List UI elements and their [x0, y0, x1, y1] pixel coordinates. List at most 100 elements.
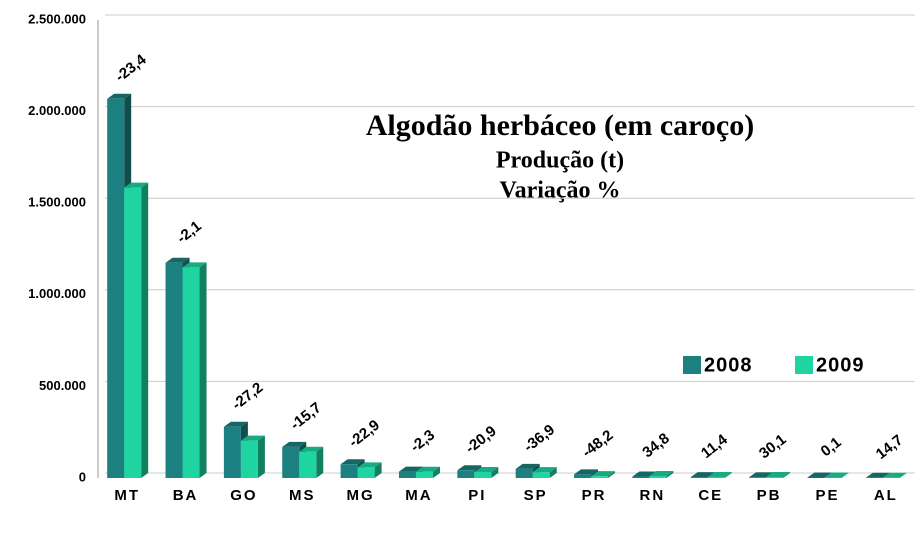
- bar-top: [690, 472, 715, 478]
- y-tick-label: 0: [79, 469, 86, 484]
- x-tick-label: MA: [405, 487, 432, 504]
- variation-label: -36,9: [521, 421, 558, 455]
- x-tick-label: RN: [640, 487, 666, 504]
- bar: [807, 477, 825, 478]
- legend-swatch: [795, 356, 813, 374]
- y-tick-label: 2.500.000: [28, 11, 86, 26]
- variation-label: 30,1: [756, 431, 789, 462]
- bar-top: [865, 472, 890, 478]
- x-tick-label: PR: [582, 487, 607, 504]
- bar: [824, 477, 842, 478]
- bar: [357, 467, 375, 478]
- variation-label: -15,7: [287, 399, 324, 433]
- legend-label: 2009: [816, 354, 865, 376]
- x-tick-label: PB: [757, 487, 782, 504]
- x-tick-label: PI: [468, 487, 486, 504]
- bar-top: [882, 472, 907, 478]
- bar: [574, 474, 592, 478]
- x-tick-label: PE: [815, 487, 839, 504]
- variation-label: -48,2: [579, 427, 616, 461]
- chart-annotation: Variação %: [499, 178, 620, 204]
- variation-label: -2,1: [174, 218, 205, 247]
- bar: [632, 476, 650, 478]
- bar-top: [415, 466, 440, 472]
- bar-top: [340, 459, 365, 465]
- bar: [415, 471, 433, 478]
- x-tick-label: MT: [114, 487, 140, 504]
- bar-side: [841, 472, 849, 478]
- bar-side: [374, 462, 382, 478]
- variation-label: 0,1: [818, 434, 845, 460]
- y-tick-label: 500.000: [39, 378, 86, 393]
- bar-top: [649, 470, 674, 476]
- bar: [457, 470, 475, 478]
- bar-top: [124, 182, 149, 188]
- bar-side: [899, 472, 907, 478]
- chart-subtitle: Produção (t): [496, 148, 624, 174]
- bar: [107, 98, 125, 478]
- bar-top: [591, 471, 616, 477]
- y-tick-label: 2.000.000: [28, 103, 86, 118]
- bar-side: [783, 472, 791, 478]
- bar-top: [299, 446, 324, 452]
- bar: [124, 187, 142, 479]
- bar-top: [182, 262, 207, 268]
- bar: [707, 476, 725, 478]
- bar-side: [724, 471, 732, 478]
- bar-side: [141, 182, 149, 479]
- bar: [340, 464, 358, 478]
- bar-top: [165, 257, 190, 263]
- bar: [749, 477, 767, 478]
- x-tick-label: AL: [874, 487, 898, 504]
- x-tick-label: MS: [289, 487, 316, 504]
- bar-side: [199, 262, 207, 478]
- bar-side: [257, 435, 265, 478]
- bar: [240, 440, 258, 478]
- bar: [690, 477, 708, 478]
- bar-top: [807, 472, 832, 478]
- bar-side: [608, 471, 616, 478]
- bar: [474, 471, 492, 478]
- bar-top: [707, 471, 732, 477]
- bar-top: [398, 466, 423, 472]
- chart-title: Algodão herbáceo (em caroço): [366, 109, 755, 142]
- bar: [282, 446, 300, 478]
- bar: [532, 472, 550, 478]
- y-tick-label: 1.500.000: [28, 195, 86, 210]
- bar-side: [549, 467, 557, 478]
- x-tick-label: CE: [698, 487, 723, 504]
- bar-top: [240, 435, 265, 441]
- bar: [591, 476, 609, 478]
- x-tick-label: SP: [524, 487, 548, 504]
- bar: [223, 426, 241, 478]
- variation-label: -23,4: [112, 51, 150, 86]
- bar: [515, 468, 533, 478]
- variation-label: -20,9: [462, 423, 499, 457]
- bar-top: [457, 465, 482, 471]
- bar: [766, 477, 784, 478]
- bar-side: [316, 446, 324, 478]
- bar: [299, 451, 317, 478]
- variation-label: 34,8: [639, 430, 672, 461]
- bar: [649, 475, 667, 478]
- x-tick-label: BA: [173, 487, 199, 504]
- bar-top: [107, 93, 132, 99]
- variation-label: 11,4: [698, 431, 731, 462]
- bar-top: [282, 441, 307, 447]
- bar-top: [223, 421, 248, 427]
- bar-top: [532, 467, 557, 473]
- variation-label: -27,2: [229, 379, 266, 413]
- legend-swatch: [683, 356, 701, 374]
- bar: [165, 262, 183, 478]
- bar-top: [474, 466, 499, 472]
- x-tick-label: GO: [230, 487, 257, 504]
- legend-label: 2008: [704, 354, 753, 376]
- y-tick-label: 1.000.000: [28, 286, 86, 301]
- bar-side: [666, 470, 674, 478]
- bar-top: [515, 463, 540, 469]
- variation-label: -22,9: [346, 417, 383, 451]
- bar: [398, 471, 416, 478]
- bar-top: [766, 472, 791, 478]
- bar-top: [749, 472, 774, 478]
